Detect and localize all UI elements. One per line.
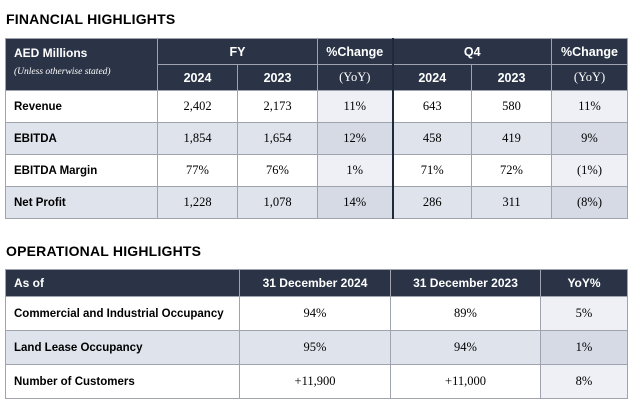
table-row: Commercial and Industrial Occupancy 94% … — [5, 296, 628, 331]
fy-header: FY — [156, 38, 319, 65]
yoy-value: 5% — [540, 296, 628, 331]
table-row: EBITDA Margin 77% 76% 1% 71% 72% (1%) — [5, 154, 629, 187]
header-label-cell: AED Millions (Unless otherwise stated) — [5, 38, 158, 91]
table-row: EBITDA 1,854 1,654 12% 458 419 9% — [5, 122, 629, 155]
value-2023: 89% — [390, 296, 541, 331]
q4-2024-value: 458 — [391, 122, 473, 155]
fy-yoy-header: (YoY) — [317, 64, 394, 91]
q4-2023-value: 419 — [471, 122, 553, 155]
q4-change-value: 9% — [551, 122, 629, 155]
q4-2023-value: 580 — [471, 90, 553, 123]
table-row: Revenue 2,402 2,173 11% 643 580 11% — [5, 90, 629, 123]
table-row: Net Profit 1,228 1,078 14% 286 311 (8%) — [5, 186, 629, 219]
q4-change-value: 11% — [551, 90, 629, 123]
q4-yoy-header: (YoY) — [551, 64, 629, 91]
value-2023: 94% — [390, 330, 541, 365]
date-2023-header: 31 December 2023 — [390, 269, 541, 297]
q4-pct-change-header: %Change — [551, 38, 629, 65]
fy-2023-value: 76% — [236, 154, 319, 187]
fy-2024-value: 2,402 — [157, 90, 238, 123]
fy-change-value: 12% — [317, 122, 394, 155]
q4-2023-value: 72% — [471, 154, 553, 187]
value-2024: 94% — [239, 296, 391, 331]
row-label: Revenue — [5, 90, 158, 123]
q4-2024-value: 643 — [391, 90, 473, 123]
row-label: Land Lease Occupancy — [5, 330, 240, 365]
operational-highlights-table: As of 31 December 2024 31 December 2023 … — [5, 269, 628, 399]
yoy-value: 8% — [540, 364, 628, 399]
fy-2023-value: 1,654 — [236, 122, 319, 155]
row-label: EBITDA — [5, 122, 158, 155]
row-label: Commercial and Industrial Occupancy — [5, 296, 240, 331]
fy-2024-header: 2024 — [157, 64, 238, 91]
fy-2023-header: 2023 — [236, 64, 319, 91]
q4-header: Q4 — [391, 38, 553, 65]
operational-highlights-title: OPERATIONAL HIGHLIGHTS — [6, 243, 202, 259]
row-label: Net Profit — [5, 186, 158, 219]
fy-pct-change-header: %Change — [317, 38, 394, 65]
q4-change-value: (1%) — [551, 154, 629, 187]
value-2024: +11,900 — [239, 364, 391, 399]
row-label: Number of Customers — [5, 364, 240, 399]
fy-2024-value: 1,854 — [157, 122, 238, 155]
units-label: AED Millions — [14, 46, 88, 60]
units-note: (Unless otherwise stated) — [14, 67, 111, 77]
q4-change-value: (8%) — [551, 186, 629, 219]
yoy-value: 1% — [540, 330, 628, 365]
q4-2024-value: 286 — [391, 186, 473, 219]
q4-2023-header: 2023 — [471, 64, 553, 91]
table-row: Number of Customers +11,900 +11,000 8% — [5, 364, 628, 399]
fy-change-value: 1% — [317, 154, 394, 187]
q4-2024-value: 71% — [391, 154, 473, 187]
as-of-header: As of — [5, 269, 240, 297]
financial-highlights-title: FINANCIAL HIGHLIGHTS — [6, 11, 176, 27]
fy-change-value: 14% — [317, 186, 394, 219]
fy-2023-value: 1,078 — [236, 186, 319, 219]
q4-2023-value: 311 — [471, 186, 553, 219]
yoy-header: YoY% — [540, 269, 628, 297]
table-row: Land Lease Occupancy 95% 94% 1% — [5, 330, 628, 365]
financial-highlights-table: AED Millions (Unless otherwise stated) F… — [5, 38, 629, 219]
value-2024: 95% — [239, 330, 391, 365]
fy-2024-value: 77% — [157, 154, 238, 187]
value-2023: +11,000 — [390, 364, 541, 399]
fy-2023-value: 2,173 — [236, 90, 319, 123]
fy-change-value: 11% — [317, 90, 394, 123]
date-2024-header: 31 December 2024 — [239, 269, 391, 297]
row-label: EBITDA Margin — [5, 154, 158, 187]
q4-2024-header: 2024 — [391, 64, 473, 91]
fy-2024-value: 1,228 — [157, 186, 238, 219]
